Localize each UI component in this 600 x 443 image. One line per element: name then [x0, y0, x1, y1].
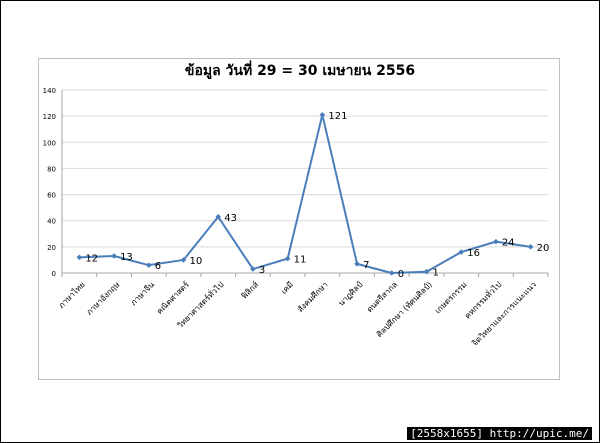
data-label: 7	[363, 260, 369, 271]
x-tick-label: สังคมศึกษา	[296, 280, 330, 314]
data-point	[215, 213, 222, 220]
data-point	[527, 244, 534, 250]
data-point	[111, 253, 117, 259]
data-point	[180, 257, 187, 263]
x-tick-label: ภาษาจีน	[129, 280, 157, 308]
data-point	[284, 255, 291, 262]
y-tick-label: 120	[43, 113, 56, 121]
data-point	[388, 270, 395, 276]
x-tick-label: ภาษาอังกฤษ	[85, 280, 122, 317]
x-tick-label: ศิลปศึกษา (ทัศนศิลป์)	[374, 279, 434, 339]
data-label: 121	[328, 111, 347, 122]
chart-title: ข้อมูล วันที่ 29 = 30 เมษายน 2556	[184, 63, 416, 79]
data-label: 16	[467, 248, 480, 259]
x-tick-label: คณิตศาสตร์	[154, 279, 191, 316]
data-point	[354, 261, 360, 267]
y-tick-label: 20	[47, 244, 56, 252]
x-tick-label: เคมี	[279, 280, 295, 296]
x-tick-label: เกษตรกรรม	[433, 280, 468, 315]
y-tick-label: 140	[43, 87, 56, 95]
x-tick-label: จิตวิทยาและการแนะแนว	[470, 280, 538, 348]
y-tick-label: 0	[52, 270, 56, 278]
data-point	[423, 268, 430, 275]
data-point	[76, 254, 83, 261]
data-label: 11	[294, 255, 307, 266]
x-tick-label: ดนตรีสากล	[365, 280, 399, 314]
data-point	[250, 266, 256, 272]
data-label: 12	[85, 253, 98, 264]
data-label: 0	[398, 269, 404, 280]
data-label: 10	[190, 256, 203, 267]
upic-watermark: [2558x1655] http://upic.me/	[407, 427, 592, 440]
y-tick-label: 60	[47, 192, 56, 200]
y-tick-label: 80	[47, 165, 56, 173]
data-label: 24	[502, 238, 515, 249]
data-label: 20	[537, 243, 550, 254]
data-label: 13	[120, 252, 133, 263]
data-label: 3	[259, 265, 265, 276]
data-point	[319, 112, 326, 118]
data-label: 6	[155, 261, 161, 272]
y-tick-label: 100	[43, 139, 56, 147]
data-label: 43	[224, 213, 237, 224]
x-tick-label: ฟิสิกส์	[239, 279, 261, 301]
data-point	[458, 249, 465, 255]
chart-area	[38, 58, 560, 380]
series-line	[79, 113, 531, 274]
data-point	[493, 238, 499, 245]
x-tick-label: ภาษาไทย	[57, 280, 87, 310]
data-point	[145, 262, 152, 268]
data-label: 1	[433, 268, 439, 279]
x-tick-label: นาฏศิลป์	[336, 279, 365, 308]
y-tick-label: 40	[47, 218, 56, 226]
